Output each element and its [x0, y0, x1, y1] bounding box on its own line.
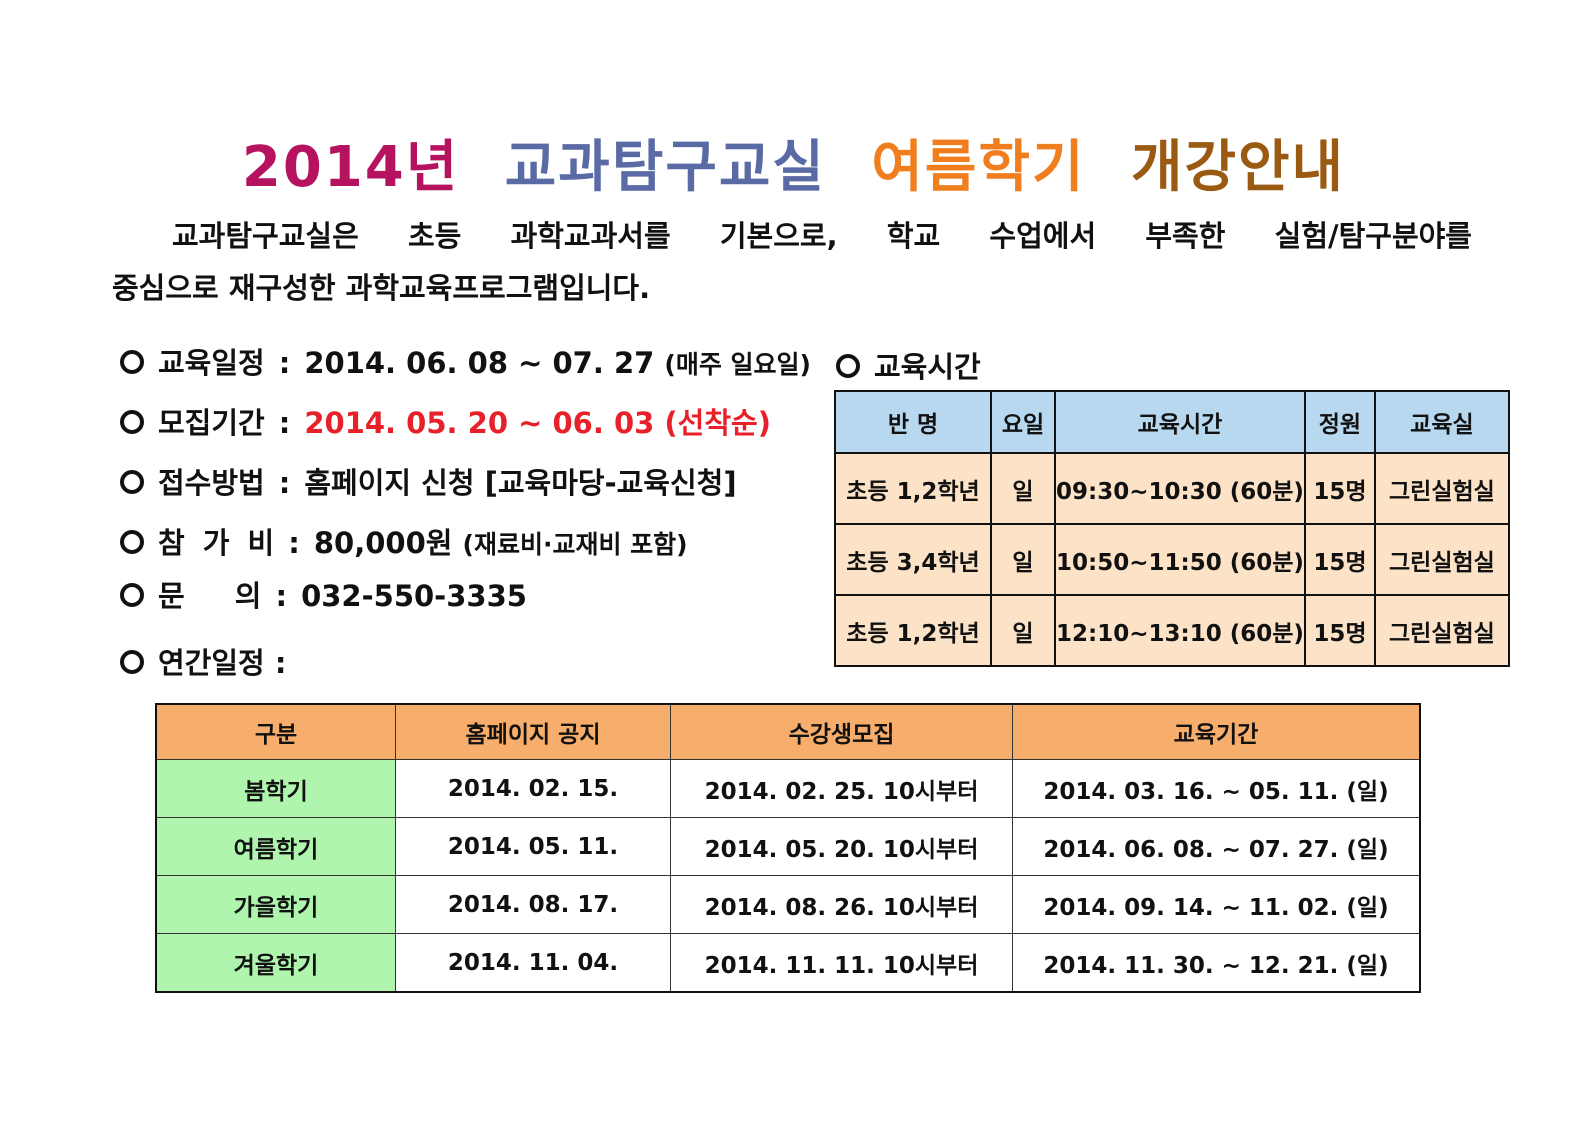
- table-cell: 2014. 02. 15.: [395, 759, 671, 818]
- title-term: 여름학기: [871, 135, 1086, 200]
- table-cell: 일: [990, 452, 1056, 525]
- table-header-row: 반 명 요일 교육시간 정원 교육실: [834, 390, 1510, 454]
- table-cell: 그린실험실: [1373, 594, 1510, 667]
- header-cell: 교육실: [1373, 390, 1510, 454]
- info-label: 교육일정: [158, 346, 265, 380]
- table-cell: 2014. 11. 11. 10시부터: [670, 933, 1013, 993]
- info-apply: 접수방법: 홈페이지 신청 [교육마당-교육신청]: [120, 460, 737, 502]
- info-value: 2014. 06. 08 ~ 07. 27: [304, 346, 655, 380]
- info-annual: 연간일정 :: [120, 640, 286, 682]
- info-label: 모집기간: [158, 406, 265, 440]
- circle-bullet-icon: [120, 583, 144, 607]
- info-value: 2014. 05. 20 ~ 06. 03 (선착순): [304, 406, 771, 440]
- header-cell: 홈페이지 공지: [395, 703, 671, 760]
- table-row: 초등 1,2학년 일 09:30~10:30 (60분) 15명 그린실험실: [834, 452, 1510, 525]
- table-cell: 2014. 09. 14. ~ 11. 02. (일): [1012, 875, 1421, 934]
- table-cell: 초등 1,2학년: [834, 452, 992, 525]
- circle-bullet-icon: [120, 410, 144, 434]
- title-program: 교과탐구교실: [504, 135, 826, 200]
- time-table-title: 교육시간: [836, 344, 981, 386]
- table-header-row: 구분 홈페이지 공지 수강생모집 교육기간: [155, 703, 1421, 760]
- table-cell: 그린실험실: [1373, 523, 1510, 596]
- circle-bullet-icon: [120, 650, 144, 674]
- circle-bullet-icon: [836, 354, 860, 378]
- intro-line-1: 교과탐구교실은 초등 과학교과서를 기본으로, 학교 수업에서 부족한 실험/탐…: [172, 219, 1472, 253]
- table-cell: 10:50~11:50 (60분): [1054, 523, 1306, 596]
- table-cell: 12:10~13:10 (60분): [1054, 594, 1306, 667]
- table-cell: 2014. 11. 30. ~ 12. 21. (일): [1012, 933, 1421, 993]
- table-cell: 09:30~10:30 (60분): [1054, 452, 1306, 525]
- info-contact: 문 의:032-550-3335: [120, 573, 527, 615]
- table-cell: 일: [990, 594, 1056, 667]
- table-cell: 2014. 03. 16. ~ 05. 11. (일): [1012, 759, 1421, 818]
- circle-bullet-icon: [120, 350, 144, 374]
- circle-bullet-icon: [120, 530, 144, 554]
- table-row: 여름학기 2014. 05. 11. 2014. 05. 20. 10시부터 2…: [155, 817, 1421, 876]
- table-cell: 15명: [1303, 452, 1376, 525]
- page-title: 2014년 교과탐구교실 여름학기 개강안내: [0, 122, 1587, 203]
- table-row: 초등 1,2학년 일 12:10~13:10 (60분) 15명 그린실험실: [834, 594, 1510, 667]
- header-cell: 반 명: [834, 390, 992, 454]
- table-cell: 2014. 08. 17.: [395, 875, 671, 934]
- intro-paragraph: 교과탐구교실은 초등 과학교과서를 기본으로, 학교 수업에서 부족한 실험/탐…: [112, 210, 1472, 314]
- info-label: 연간일정 :: [158, 646, 287, 680]
- info-value: 홈페이지 신청 [교육마당-교육신청]: [304, 466, 737, 500]
- info-fee: 참 가 비:80,000원 (재료비·교재비 포함): [120, 520, 688, 562]
- header-cell: 수강생모집: [670, 703, 1013, 760]
- circle-bullet-icon: [120, 470, 144, 494]
- term-cell: 겨울학기: [155, 933, 396, 993]
- table-cell: 2014. 11. 04.: [395, 933, 671, 993]
- table-row: 봄학기 2014. 02. 15. 2014. 02. 25. 10시부터 20…: [155, 759, 1421, 818]
- annual-schedule-table: 구분 홈페이지 공지 수강생모집 교육기간 봄학기 2014. 02. 15. …: [155, 703, 1421, 993]
- table-cell: 15명: [1303, 594, 1376, 667]
- table-cell: 2014. 05. 11.: [395, 817, 671, 876]
- header-cell: 요일: [990, 390, 1056, 454]
- table-cell: 일: [990, 523, 1056, 596]
- table-cell: 2014. 02. 25. 10시부터: [670, 759, 1013, 818]
- table-cell: 초등 1,2학년: [834, 594, 992, 667]
- info-schedule: 교육일정:2014. 06. 08 ~ 07. 27 (매주 일요일): [120, 340, 811, 382]
- info-note: (재료비·교재비 포함): [462, 530, 688, 559]
- info-value: 80,000원: [313, 526, 453, 560]
- info-value: 032-550-3335: [301, 579, 527, 613]
- table-row: 초등 3,4학년 일 10:50~11:50 (60분) 15명 그린실험실: [834, 523, 1510, 596]
- time-table: 반 명 요일 교육시간 정원 교육실 초등 1,2학년 일 09:30~10:3…: [834, 390, 1510, 667]
- info-recruit: 모집기간:2014. 05. 20 ~ 06. 03 (선착순): [120, 400, 771, 442]
- table-cell: 2014. 05. 20. 10시부터: [670, 817, 1013, 876]
- term-cell: 봄학기: [155, 759, 396, 818]
- header-cell: 구분: [155, 703, 396, 760]
- term-cell: 가을학기: [155, 875, 396, 934]
- title-year: 2014년: [241, 135, 460, 200]
- table-cell: 2014. 08. 26. 10시부터: [670, 875, 1013, 934]
- intro-line-2: 중심으로 재구성한 과학교육프로그램입니다.: [112, 271, 651, 305]
- table-cell: 15명: [1303, 523, 1376, 596]
- header-cell: 교육시간: [1054, 390, 1306, 454]
- title-notice: 개강안내: [1131, 135, 1346, 200]
- term-cell: 여름학기: [155, 817, 396, 876]
- table-row: 가을학기 2014. 08. 17. 2014. 08. 26. 10시부터 2…: [155, 875, 1421, 934]
- header-cell: 정원: [1303, 390, 1376, 454]
- table-row: 겨울학기 2014. 11. 04. 2014. 11. 11. 10시부터 2…: [155, 933, 1421, 993]
- info-label: 문 의: [158, 579, 262, 613]
- table-cell: 2014. 06. 08. ~ 07. 27. (일): [1012, 817, 1421, 876]
- info-note: (매주 일요일): [664, 350, 811, 379]
- header-cell: 교육기간: [1012, 703, 1421, 760]
- info-label: 접수방법: [158, 466, 265, 500]
- table-cell: 초등 3,4학년: [834, 523, 992, 596]
- info-label: 참 가 비: [158, 526, 275, 560]
- table-cell: 그린실험실: [1373, 452, 1510, 525]
